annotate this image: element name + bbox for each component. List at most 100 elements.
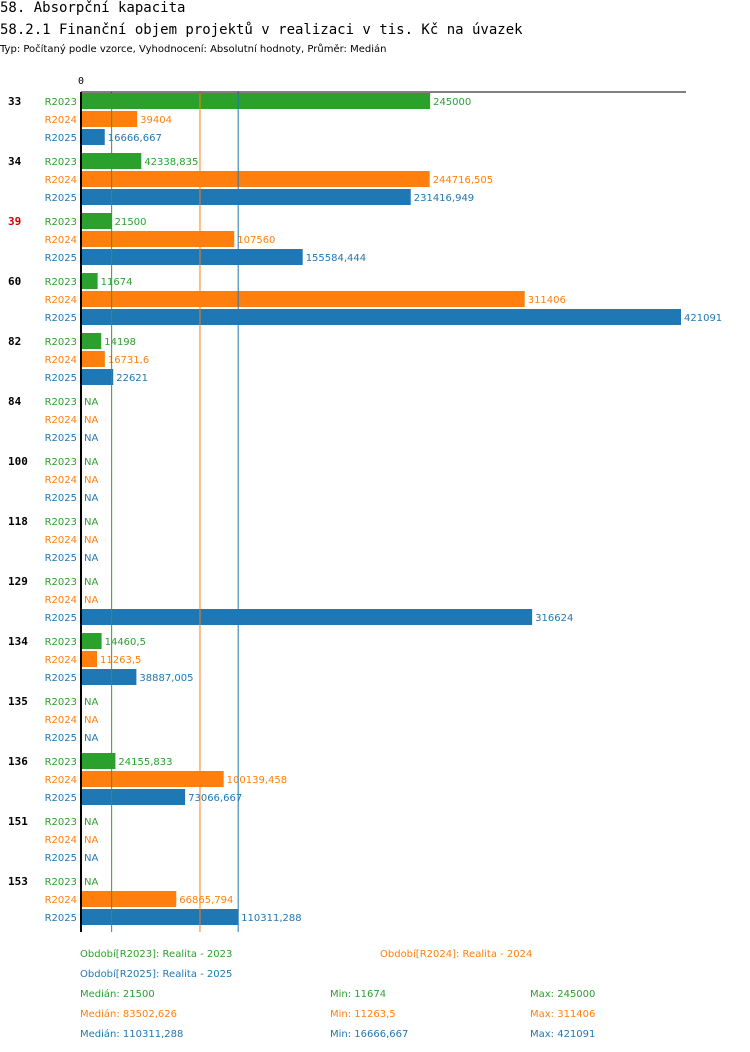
stats-r2023-max: Max: 245000 <box>530 989 596 1000</box>
data-label: 311406 <box>528 295 566 306</box>
data-label: 21500 <box>115 217 147 228</box>
stats-r2025-max: Max: 421091 <box>530 1029 596 1040</box>
bar <box>81 789 186 805</box>
data-label: 73066,667 <box>188 793 242 804</box>
series-label: R2023 <box>45 517 77 528</box>
bar <box>81 651 98 667</box>
data-label: 11263,5 <box>100 655 141 666</box>
series-label: R2023 <box>45 217 77 228</box>
bar-chart: 0 33 R2023 245000 R2024 39404 R2025 16666,667 34… <box>8 76 722 932</box>
series-label: R2023 <box>45 337 77 348</box>
axis-zero-label: 0 <box>78 76 84 87</box>
data-label: NA <box>84 415 98 426</box>
series-label: R2024 <box>45 895 77 906</box>
bar <box>81 909 239 925</box>
group-label: 135 <box>8 695 28 708</box>
group-label: 118 <box>8 515 28 528</box>
data-label: 39404 <box>140 115 172 126</box>
data-label: 11674 <box>101 277 133 288</box>
data-label: NA <box>84 877 98 888</box>
data-label: NA <box>84 715 98 726</box>
series-label: R2024 <box>45 715 77 726</box>
stats-r2025-min: Min: 16666,667 <box>330 1029 409 1040</box>
series-label: R2024 <box>45 175 77 186</box>
bar <box>81 213 112 229</box>
data-label: NA <box>84 517 98 528</box>
series-label: R2025 <box>45 793 77 804</box>
bar <box>81 171 430 187</box>
data-label: NA <box>84 853 98 864</box>
data-label: 100139,458 <box>227 775 287 786</box>
data-label: 155584,444 <box>306 253 366 264</box>
bar <box>81 771 224 787</box>
legend-r2024: Období[R2024]: Realita - 2024 <box>380 949 533 960</box>
legend-r2023: Období[R2023]: Realita - 2023 <box>80 949 233 960</box>
series-label: R2023 <box>45 577 77 588</box>
series-label: R2025 <box>45 313 77 324</box>
data-label: 107560 <box>237 235 275 246</box>
page-title: 58. Absorpční kapacita <box>0 0 186 16</box>
legend-r2025: Období[R2025]: Realita - 2025 <box>80 969 233 980</box>
series-label: R2024 <box>45 115 77 126</box>
data-label: 421091 <box>684 313 722 324</box>
data-label: 66865,794 <box>179 895 233 906</box>
group-label: 129 <box>8 575 28 588</box>
data-label: 42338,835 <box>144 157 198 168</box>
bar <box>81 189 411 205</box>
bar <box>81 369 114 385</box>
series-label: R2023 <box>45 637 77 648</box>
series-label: R2024 <box>45 415 77 426</box>
series-label: R2025 <box>45 553 77 564</box>
stats-r2024-max: Max: 311406 <box>530 1009 596 1020</box>
data-label: 22621 <box>116 373 148 384</box>
bar <box>81 633 102 649</box>
bar <box>81 129 105 145</box>
data-label: NA <box>84 577 98 588</box>
series-label: R2024 <box>45 655 77 666</box>
data-label: NA <box>84 835 98 846</box>
data-label: 245000 <box>433 97 471 108</box>
bar <box>81 669 137 685</box>
series-label: R2023 <box>45 97 77 108</box>
series-label: R2024 <box>45 295 77 306</box>
data-label: 38887,005 <box>139 673 193 684</box>
series-label: R2025 <box>45 133 77 144</box>
group-label: 33 <box>8 95 21 108</box>
stats-r2023-min: Min: 11674 <box>330 989 387 1000</box>
series-label: R2025 <box>45 853 77 864</box>
data-label: 231416,949 <box>414 193 474 204</box>
group-label: 60 <box>8 275 21 288</box>
series-label: R2025 <box>45 613 77 624</box>
bar <box>81 249 303 265</box>
data-label: NA <box>84 397 98 408</box>
series-label: R2023 <box>45 157 77 168</box>
data-label: NA <box>84 535 98 546</box>
series-label: R2025 <box>45 253 77 264</box>
bar <box>81 891 177 907</box>
series-label: R2024 <box>45 775 77 786</box>
data-label: NA <box>84 457 98 468</box>
data-label: 110311,288 <box>241 913 301 924</box>
bar <box>81 351 105 367</box>
series-label: R2025 <box>45 493 77 504</box>
data-label: NA <box>84 817 98 828</box>
series-label: R2024 <box>45 595 77 606</box>
data-label: NA <box>84 475 98 486</box>
stats-r2024-min: Min: 11263,5 <box>330 1009 396 1020</box>
stats-r2024-median: Medián: 83502,626 <box>80 1009 177 1020</box>
series-label: R2023 <box>45 697 77 708</box>
group-label: 82 <box>8 335 21 348</box>
series-label: R2023 <box>45 397 77 408</box>
chart-meta: Typ: Počítaný podle vzorce, Vyhodnocení:… <box>0 44 387 55</box>
series-label: R2025 <box>45 433 77 444</box>
series-label: R2023 <box>45 277 77 288</box>
group-label: 84 <box>8 395 22 408</box>
chart-subtitle: 58.2.1 Finanční objem projektů v realiza… <box>0 22 523 38</box>
bar <box>81 291 525 307</box>
bar <box>81 111 138 127</box>
bar <box>81 753 116 769</box>
series-label: R2023 <box>45 877 77 888</box>
bar <box>81 609 533 625</box>
group-label: 34 <box>8 155 22 168</box>
stats-r2025-median: Medián: 110311,288 <box>80 1029 184 1040</box>
